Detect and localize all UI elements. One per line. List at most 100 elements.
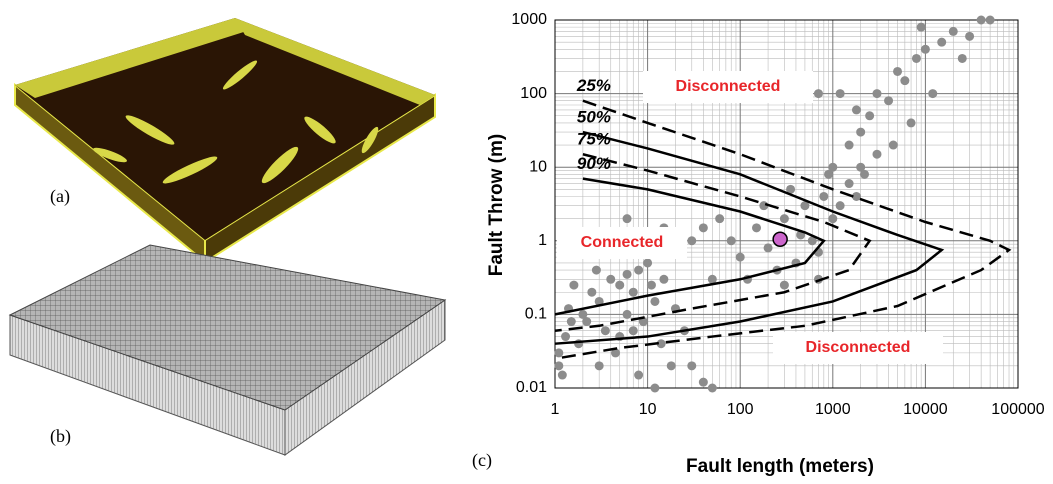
data-point: [707, 383, 717, 393]
data-point: [779, 280, 789, 290]
data-point: [900, 76, 910, 86]
data-point: [656, 339, 666, 349]
annotation-box: [643, 71, 813, 103]
data-point: [985, 15, 995, 25]
data-point: [634, 370, 644, 380]
x-tick-label: 100: [727, 401, 754, 418]
highlight-point: [772, 231, 788, 247]
data-point: [856, 127, 866, 137]
data-point: [634, 265, 644, 275]
data-point: [698, 377, 708, 387]
data-point: [851, 191, 861, 201]
data-point: [872, 149, 882, 159]
data-point: [698, 223, 708, 233]
plot-frame: [554, 19, 1019, 389]
data-point: [646, 280, 656, 290]
data-point: [659, 274, 669, 284]
data-point: [779, 214, 789, 224]
y-tick-label: 10: [529, 158, 547, 175]
data-point: [813, 89, 823, 99]
data-point: [844, 140, 854, 150]
panel-label: (c): [472, 450, 492, 471]
contour-line: [554, 177, 826, 316]
data-point: [976, 15, 986, 25]
data-point: [928, 89, 938, 99]
data-point: [948, 26, 958, 36]
data-point: [587, 287, 597, 297]
data-point: [888, 140, 898, 150]
data-point: [606, 274, 616, 284]
contour-line: [554, 153, 872, 332]
data-point: [735, 252, 745, 262]
data-point: [800, 201, 810, 211]
annotation: Connected: [581, 234, 664, 251]
x-tick-label: 10000: [903, 401, 948, 418]
data-point: [650, 383, 660, 393]
data-point: [965, 31, 975, 41]
x-tick-label: 1: [551, 401, 560, 418]
x-axis-title: Fault length (meters): [686, 456, 874, 477]
data-point: [707, 274, 717, 284]
data-point: [835, 89, 845, 99]
data-point: [566, 317, 576, 327]
data-point: [610, 348, 620, 358]
data-point: [865, 111, 875, 121]
data-point: [687, 361, 697, 371]
x-tick-label: 10: [639, 401, 657, 418]
plot: 1 10 100 1000 10000 100000 0.01 0.1 1 10 100 1000 Fa…: [486, 11, 1045, 477]
model-a: [14, 18, 436, 265]
data-point: [911, 53, 921, 63]
data-point: [819, 191, 829, 201]
y-tick-label: 100: [520, 85, 547, 102]
y-axis-title: Fault Throw (m): [486, 134, 507, 276]
contour-label: 90%: [577, 154, 611, 173]
data-point: [628, 287, 638, 297]
y-tick-label: 0.1: [525, 306, 547, 323]
data-point: [828, 214, 838, 224]
data-point: [687, 236, 697, 246]
x-tick-label: 100000: [991, 401, 1044, 418]
data-point: [920, 44, 930, 54]
data-point: [884, 96, 894, 106]
data-point: [594, 296, 604, 306]
data-point: [856, 162, 866, 172]
contour-label: 25%: [576, 76, 611, 95]
data-point: [666, 361, 676, 371]
data-point: [937, 37, 947, 47]
data-point: [591, 265, 601, 275]
data-point: [752, 223, 762, 233]
data-point: [578, 309, 588, 319]
panel-label: (a): [50, 186, 70, 207]
y-tick-label: 1: [538, 232, 547, 249]
data-point: [715, 214, 725, 224]
y-tick-label: 1000: [511, 11, 547, 28]
data-point: [763, 243, 773, 253]
contour-line: [554, 99, 1012, 360]
data-point: [638, 317, 648, 327]
data-point: [600, 326, 610, 336]
data-point: [835, 201, 845, 211]
data-point: [569, 280, 579, 290]
data-point: [557, 370, 567, 380]
data-point: [786, 184, 796, 194]
panel-label: (b): [50, 426, 71, 447]
contour-label: 50%: [577, 108, 611, 127]
data-point: [807, 236, 817, 246]
data-point: [561, 332, 571, 342]
data-point: [893, 66, 903, 76]
data-point: [906, 118, 916, 128]
data-point: [643, 258, 653, 268]
x-tick-label: 1000: [815, 401, 851, 418]
data-point: [622, 269, 632, 279]
model-b: [8, 244, 447, 456]
data-point: [628, 326, 638, 336]
data-point: [824, 169, 834, 179]
data-point: [650, 296, 660, 306]
data-point: [872, 89, 882, 99]
data-point: [844, 179, 854, 189]
annotation-box: [557, 227, 687, 259]
data-point: [860, 169, 870, 179]
data-point: [582, 317, 592, 327]
data-point: [554, 348, 564, 358]
